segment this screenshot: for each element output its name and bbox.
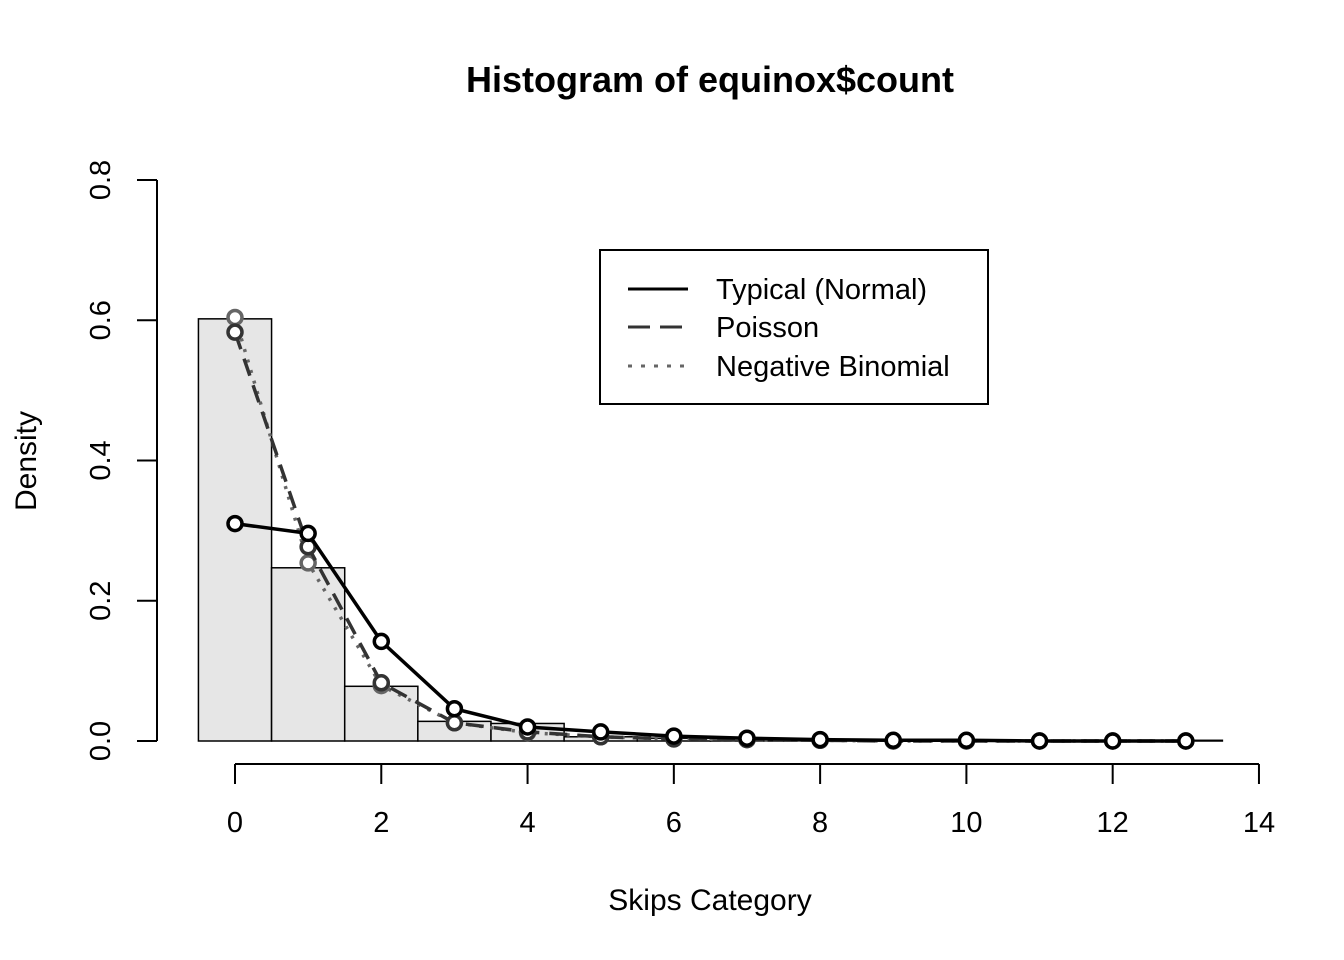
x-tick-label-7: 14 — [1243, 807, 1275, 839]
x-axis: 0 2 4 6 8 10 12 14 — [227, 763, 1275, 839]
series-point-typical-normal-5 — [591, 723, 610, 741]
density-series — [226, 308, 1195, 750]
series-point-typical-normal-9 — [884, 731, 903, 750]
x-tick-label-4: 8 — [812, 807, 828, 839]
y-tick-label-1: 0.2 — [85, 581, 117, 621]
y-axis-label: Density — [10, 411, 43, 511]
series-point-typical-normal-6 — [665, 727, 683, 745]
series-line-negative-binomial — [233, 316, 1186, 743]
series-point-typical-normal-0 — [226, 514, 244, 533]
legend-label-negative-binomial: Negative Binomial — [716, 351, 950, 383]
x-tick-label-0: 0 — [227, 807, 243, 839]
chart-title: Histogram of equinox$count — [466, 59, 954, 100]
series-point-typical-normal-12 — [1103, 732, 1122, 750]
series-point-poisson-3 — [445, 714, 464, 732]
series-point-typical-normal-10 — [957, 731, 976, 750]
series-point-typical-normal-13 — [1177, 732, 1195, 750]
histogram-bar-2 — [343, 685, 419, 742]
series-point-negative-binomial-0 — [226, 308, 244, 327]
histogram-bar-1 — [270, 567, 346, 742]
y-axis: 0.0 0.2 0.4 0.6 0.8 — [85, 160, 158, 761]
series-point-poisson-0 — [226, 323, 244, 341]
legend-label-poisson: Poisson — [716, 312, 819, 344]
series-point-typical-normal-1 — [299, 524, 317, 543]
x-tick-label-2: 4 — [519, 807, 535, 839]
y-tick-label-0: 0.0 — [85, 721, 117, 761]
series-point-typical-normal-11 — [1030, 732, 1049, 750]
series-point-typical-normal-7 — [738, 729, 756, 747]
series-point-typical-normal-4 — [518, 718, 537, 736]
series-point-poisson-2 — [372, 674, 391, 692]
y-tick-label-3: 0.6 — [85, 300, 117, 340]
x-tick-label-3: 6 — [666, 807, 682, 839]
y-tick-label-2: 0.4 — [85, 440, 117, 480]
series-point-typical-normal-2 — [372, 632, 391, 651]
x-tick-label-5: 10 — [950, 807, 982, 839]
series-point-negative-binomial-1 — [299, 554, 317, 572]
series-point-typical-normal-8 — [811, 730, 829, 749]
series-line-typical-normal — [234, 521, 1186, 743]
y-tick-label-4: 0.8 — [85, 160, 117, 200]
x-tick-label-6: 12 — [1097, 807, 1129, 839]
x-tick-label-1: 2 — [373, 807, 389, 839]
series-point-typical-normal-3 — [445, 699, 464, 718]
legend: Typical (Normal) Poisson Negative Binomi… — [599, 249, 989, 405]
legend-label-normal: Typical (Normal) — [716, 274, 927, 306]
x-axis-label: Skips Category — [608, 884, 811, 917]
